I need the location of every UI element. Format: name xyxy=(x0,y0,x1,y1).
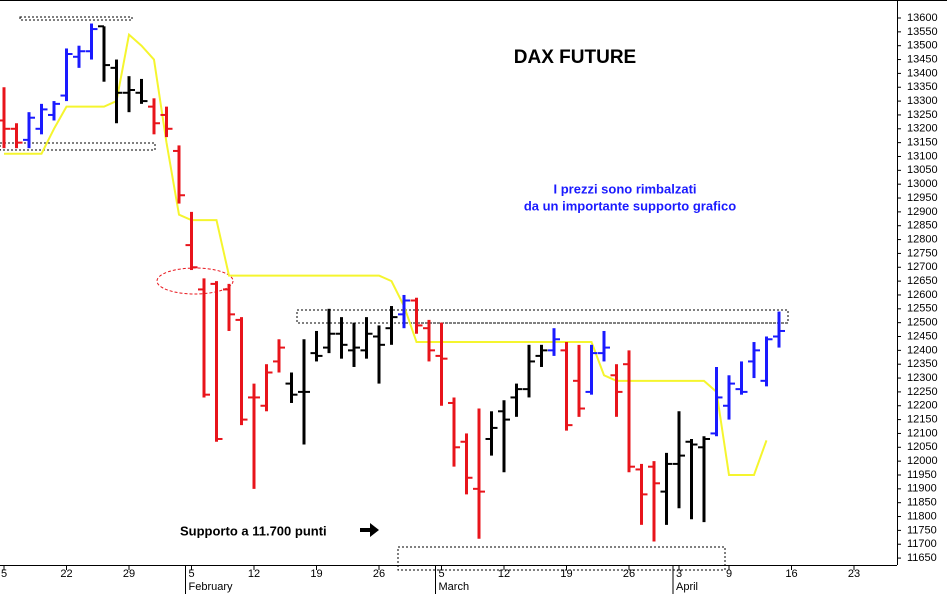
x-tick-label: 26 xyxy=(623,568,635,580)
x-tick-label: 23 xyxy=(848,568,860,580)
y-tick-label: 13600 xyxy=(907,12,938,24)
y-tick-label: 11900 xyxy=(907,483,937,495)
annotation: da un importante supporto grafico xyxy=(524,198,736,213)
y-tick-label: 11850 xyxy=(907,497,937,509)
x-tick-label: 5 xyxy=(438,568,444,580)
y-tick-label: 12650 xyxy=(907,275,938,287)
y-tick-label: 12950 xyxy=(907,192,938,204)
month-label: March xyxy=(439,581,470,593)
y-tick-label: 13400 xyxy=(907,67,938,79)
y-tick-label: 13200 xyxy=(907,123,938,135)
y-tick-label: 12900 xyxy=(907,206,938,218)
y-tick-label: 13450 xyxy=(907,53,938,65)
month-label: February xyxy=(189,581,234,593)
x-tick-label: 16 xyxy=(785,568,797,580)
y-tick-label: 12200 xyxy=(907,400,938,412)
y-tick-label: 12600 xyxy=(907,289,938,301)
y-tick-label: 13000 xyxy=(907,178,938,190)
x-tick-label: 5 xyxy=(1,568,7,580)
y-tick-label: 12750 xyxy=(907,247,938,259)
y-tick-label: 12550 xyxy=(907,303,938,315)
level-box xyxy=(19,16,133,21)
y-tick-label: 12700 xyxy=(907,261,938,273)
month-label: April xyxy=(676,581,698,593)
x-tick-label: 5 xyxy=(188,568,194,580)
level-box xyxy=(0,142,156,151)
x-tick-label: 19 xyxy=(310,568,322,580)
x-tick-label: 9 xyxy=(726,568,732,580)
y-tick-label: 12450 xyxy=(907,330,938,342)
y-tick-label: 11750 xyxy=(907,524,937,536)
x-tick-label: 29 xyxy=(123,568,135,580)
x-tick-label: 3 xyxy=(676,568,682,580)
y-tick-label: 12250 xyxy=(907,386,938,398)
x-tick-label: 22 xyxy=(60,568,72,580)
y-tick-label: 13050 xyxy=(907,164,938,176)
x-tick-label: 12 xyxy=(248,568,260,580)
y-tick-label: 12400 xyxy=(907,344,938,356)
y-tick-label: 12150 xyxy=(907,414,938,426)
stop-line xyxy=(4,32,768,476)
support-box xyxy=(397,546,726,571)
y-tick-label: 11700 xyxy=(907,538,937,550)
y-tick-label: 12100 xyxy=(907,427,938,439)
arrow xyxy=(360,523,379,537)
y-tick-label: 11800 xyxy=(907,510,937,522)
annotation: Supporto a 11.700 punti xyxy=(180,523,327,538)
y-tick-label: 13300 xyxy=(907,95,938,107)
y-tick-label: 13100 xyxy=(907,150,938,162)
y-tick-label: 11650 xyxy=(907,552,937,564)
y-tick-label: 13150 xyxy=(907,137,938,149)
y-tick-label: 12800 xyxy=(907,233,938,245)
y-tick-label: 13500 xyxy=(907,40,938,52)
y-tick-label: 12000 xyxy=(907,455,938,467)
y-tick-label: 12500 xyxy=(907,317,938,329)
x-tick-label: 26 xyxy=(373,568,385,580)
y-tick-label: 12350 xyxy=(907,358,938,370)
y-tick-label: 13550 xyxy=(907,26,938,38)
y-tick-label: 13350 xyxy=(907,81,938,93)
annotation: I prezzi sono rimbalzati xyxy=(553,181,696,196)
y-tick-label: 13250 xyxy=(907,109,938,121)
y-tick-label: 12850 xyxy=(907,220,938,232)
y-tick-label: 11950 xyxy=(907,469,937,481)
x-tick-label: 19 xyxy=(560,568,572,580)
chart-title: DAX FUTURE xyxy=(514,47,636,68)
x-tick-label: 12 xyxy=(498,568,510,580)
y-tick-label: 12300 xyxy=(907,372,938,384)
y-tick-label: 12050 xyxy=(907,441,938,453)
